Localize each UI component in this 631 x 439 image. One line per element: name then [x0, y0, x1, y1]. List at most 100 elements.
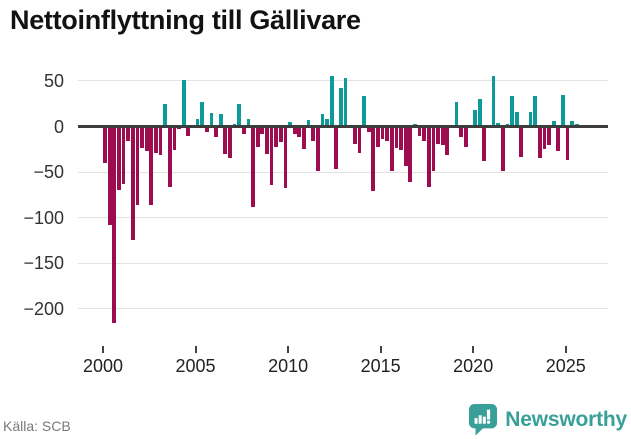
bar	[121, 126, 126, 184]
bar	[130, 126, 135, 240]
bar	[491, 76, 496, 127]
bar	[408, 126, 413, 183]
bar	[426, 126, 431, 187]
bar	[302, 126, 306, 150]
bar	[112, 126, 117, 323]
bar	[288, 121, 292, 127]
bar	[556, 126, 561, 152]
bar	[228, 126, 232, 159]
bar	[251, 126, 255, 207]
bar	[473, 110, 477, 127]
x-tick	[102, 346, 104, 353]
bar	[519, 126, 524, 157]
bar	[380, 126, 385, 140]
bar	[570, 121, 575, 127]
bar	[482, 126, 487, 162]
x-tick	[194, 346, 197, 353]
bar	[260, 126, 265, 134]
bar	[218, 113, 223, 127]
gridline	[78, 262, 608, 264]
x-axis-label: 2005	[175, 356, 216, 376]
bar	[117, 126, 121, 191]
x-axis-label: 2015	[360, 356, 401, 376]
bar	[126, 126, 130, 142]
bar	[297, 126, 302, 138]
bar	[306, 120, 311, 127]
bar	[394, 126, 399, 149]
bar	[265, 126, 269, 154]
x-axis-label: 2020	[453, 356, 494, 376]
bar	[311, 126, 316, 142]
bar	[195, 119, 200, 127]
bar	[241, 126, 246, 134]
y-axis-label: −150	[23, 253, 64, 274]
bar	[371, 126, 376, 192]
bar	[339, 88, 343, 127]
bar	[181, 79, 186, 127]
bar	[278, 126, 283, 142]
bar	[144, 126, 149, 152]
bar	[329, 76, 334, 127]
bar	[343, 78, 348, 127]
bar	[561, 95, 565, 127]
bar	[362, 96, 366, 127]
y-axis-label: −50	[33, 162, 64, 183]
bar	[149, 126, 154, 205]
x-axis-label: 2000	[82, 356, 124, 376]
bar	[177, 126, 181, 130]
bar	[320, 113, 325, 127]
bar	[103, 126, 107, 163]
bar	[537, 126, 542, 159]
bar	[440, 126, 445, 145]
bar	[167, 126, 172, 187]
bar	[255, 126, 260, 147]
newsworthy-logo-icon	[468, 403, 498, 436]
bar	[172, 126, 177, 151]
source-label: Källa: SCB	[3, 418, 71, 434]
bar	[232, 123, 237, 127]
bar	[135, 126, 140, 205]
bar	[246, 119, 251, 127]
bar	[186, 126, 191, 136]
bar	[551, 121, 556, 127]
x-axis-line	[78, 125, 608, 128]
bar	[334, 126, 339, 170]
chart-title: Nettoinflyttning till Gällivare	[10, 5, 361, 35]
x-tick	[472, 346, 475, 353]
bar	[209, 112, 214, 127]
bar	[376, 126, 380, 148]
y-axis-label: −100	[23, 207, 64, 228]
bar	[463, 126, 468, 148]
gridline	[78, 308, 608, 310]
bar	[163, 103, 168, 127]
bar	[413, 123, 417, 127]
bar	[422, 126, 427, 142]
bar	[514, 111, 519, 127]
y-axis-label: 50	[43, 70, 64, 91]
x-axis-label: 2010	[268, 356, 309, 376]
bar	[510, 96, 514, 127]
bar	[366, 126, 371, 132]
bar	[445, 126, 450, 155]
gridline	[78, 171, 608, 173]
bar	[237, 103, 242, 127]
bar	[325, 119, 329, 127]
bar	[565, 126, 570, 161]
gridline	[78, 217, 608, 219]
bar	[389, 126, 394, 172]
bar	[459, 126, 464, 138]
bar	[315, 126, 320, 172]
brand-name: Newsworthy	[505, 407, 627, 431]
bar	[575, 123, 579, 127]
bar	[542, 126, 547, 150]
bar	[223, 126, 228, 154]
bar	[403, 126, 408, 166]
newsworthy-brand-link[interactable]: Newsworthy	[468, 403, 627, 436]
bar	[158, 126, 163, 155]
bar	[274, 126, 279, 147]
y-axis-label: 0	[53, 116, 64, 137]
bar	[385, 126, 390, 142]
bar	[500, 126, 505, 172]
bar	[214, 126, 218, 138]
